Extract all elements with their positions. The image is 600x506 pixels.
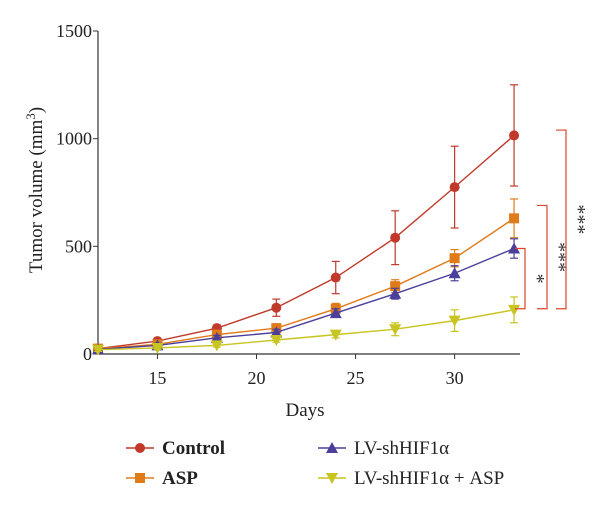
series-line xyxy=(97,247,515,350)
series-line xyxy=(97,309,515,351)
data-point xyxy=(449,253,460,264)
data-point xyxy=(390,281,401,292)
significance-label: * xyxy=(526,274,548,284)
x-tick-label: 30 xyxy=(446,368,464,388)
tick-labels: 0 500 1000 1500 15 20 25 30 xyxy=(56,21,464,388)
x-tick-label: 20 xyxy=(247,368,265,388)
data-point xyxy=(271,302,282,313)
data-point xyxy=(508,242,521,254)
y-tick-label: 1500 xyxy=(56,21,92,41)
series-line xyxy=(97,134,515,350)
data-point xyxy=(449,182,460,193)
data-point xyxy=(389,324,402,336)
significance-label: *** xyxy=(567,204,589,234)
data-point xyxy=(389,287,402,299)
series-line xyxy=(97,217,515,350)
legend-label: LV-shHIF1α xyxy=(354,438,449,459)
legend-item-1: ASP xyxy=(126,468,198,489)
data-point xyxy=(92,344,104,356)
significance-bracket xyxy=(556,129,567,310)
data-point xyxy=(330,272,341,283)
legend-marker xyxy=(135,443,145,453)
data-point xyxy=(448,315,461,327)
significance-label: *** xyxy=(548,242,570,272)
data-point xyxy=(390,232,401,243)
legend-marker xyxy=(326,442,338,453)
data-point xyxy=(508,304,521,316)
legend-label: LV-shHIF1α + ASP xyxy=(354,468,504,489)
legend-marker xyxy=(135,473,145,483)
data-point xyxy=(270,326,283,338)
data-point xyxy=(509,130,520,141)
x-tick-label: 15 xyxy=(148,368,166,388)
data-point xyxy=(270,335,283,347)
axes xyxy=(97,31,520,355)
y-tick-label: 0 xyxy=(83,344,92,364)
significance-brackets: ******* xyxy=(515,129,589,310)
data-point xyxy=(329,307,342,319)
data-point xyxy=(210,340,223,352)
data-point xyxy=(448,267,461,279)
series-layer xyxy=(92,84,521,356)
significance-bracket xyxy=(515,247,526,310)
legend: Control ASP LV-shHIF1α LV-shHIF1α + ASP xyxy=(126,438,504,489)
y-tick-label: 1000 xyxy=(56,129,92,149)
legend-label: ASP xyxy=(162,468,198,489)
x-tick-label: 25 xyxy=(347,368,365,388)
legend-item-2: LV-shHIF1α xyxy=(318,438,449,459)
data-point xyxy=(151,342,164,354)
x-axis-title: Days xyxy=(285,400,324,421)
significance-bracket xyxy=(537,204,548,310)
data-point xyxy=(210,331,223,343)
legend-label: Control xyxy=(162,438,225,459)
y-axis-title: Tumor volume (mm3) xyxy=(23,107,48,273)
series-3 xyxy=(92,296,521,356)
data-point xyxy=(329,329,342,341)
legend-item-3: LV-shHIF1α + ASP xyxy=(318,468,504,489)
legend-marker xyxy=(326,473,338,484)
data-point xyxy=(509,213,520,224)
y-tick-label: 500 xyxy=(65,236,92,256)
legend-item-0: Control xyxy=(126,438,225,459)
